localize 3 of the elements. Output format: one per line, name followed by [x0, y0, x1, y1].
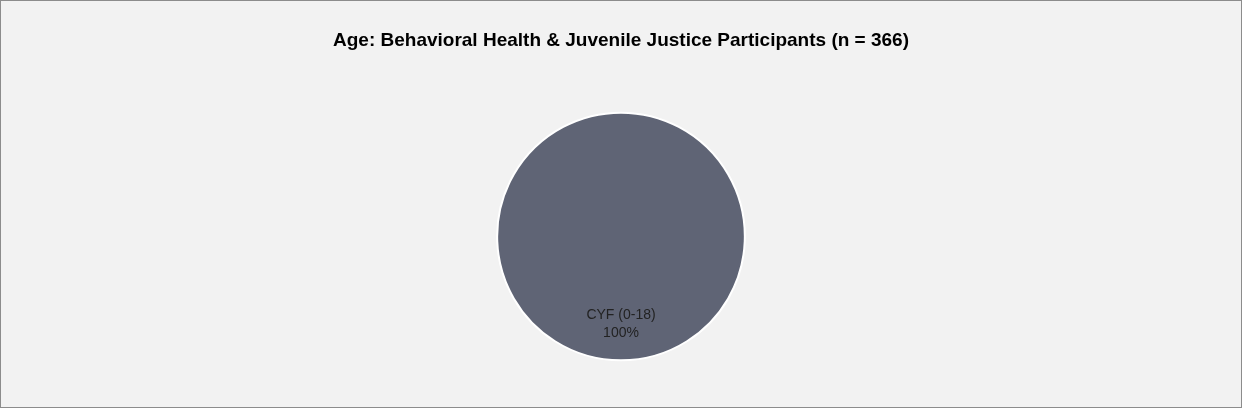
chart-title: Age: Behavioral Health & Juvenile Justice Participants (n = 366): [332, 29, 910, 50]
slice-label: CYF (0-18): [586, 306, 656, 323]
data-label: 100%: [603, 324, 639, 341]
